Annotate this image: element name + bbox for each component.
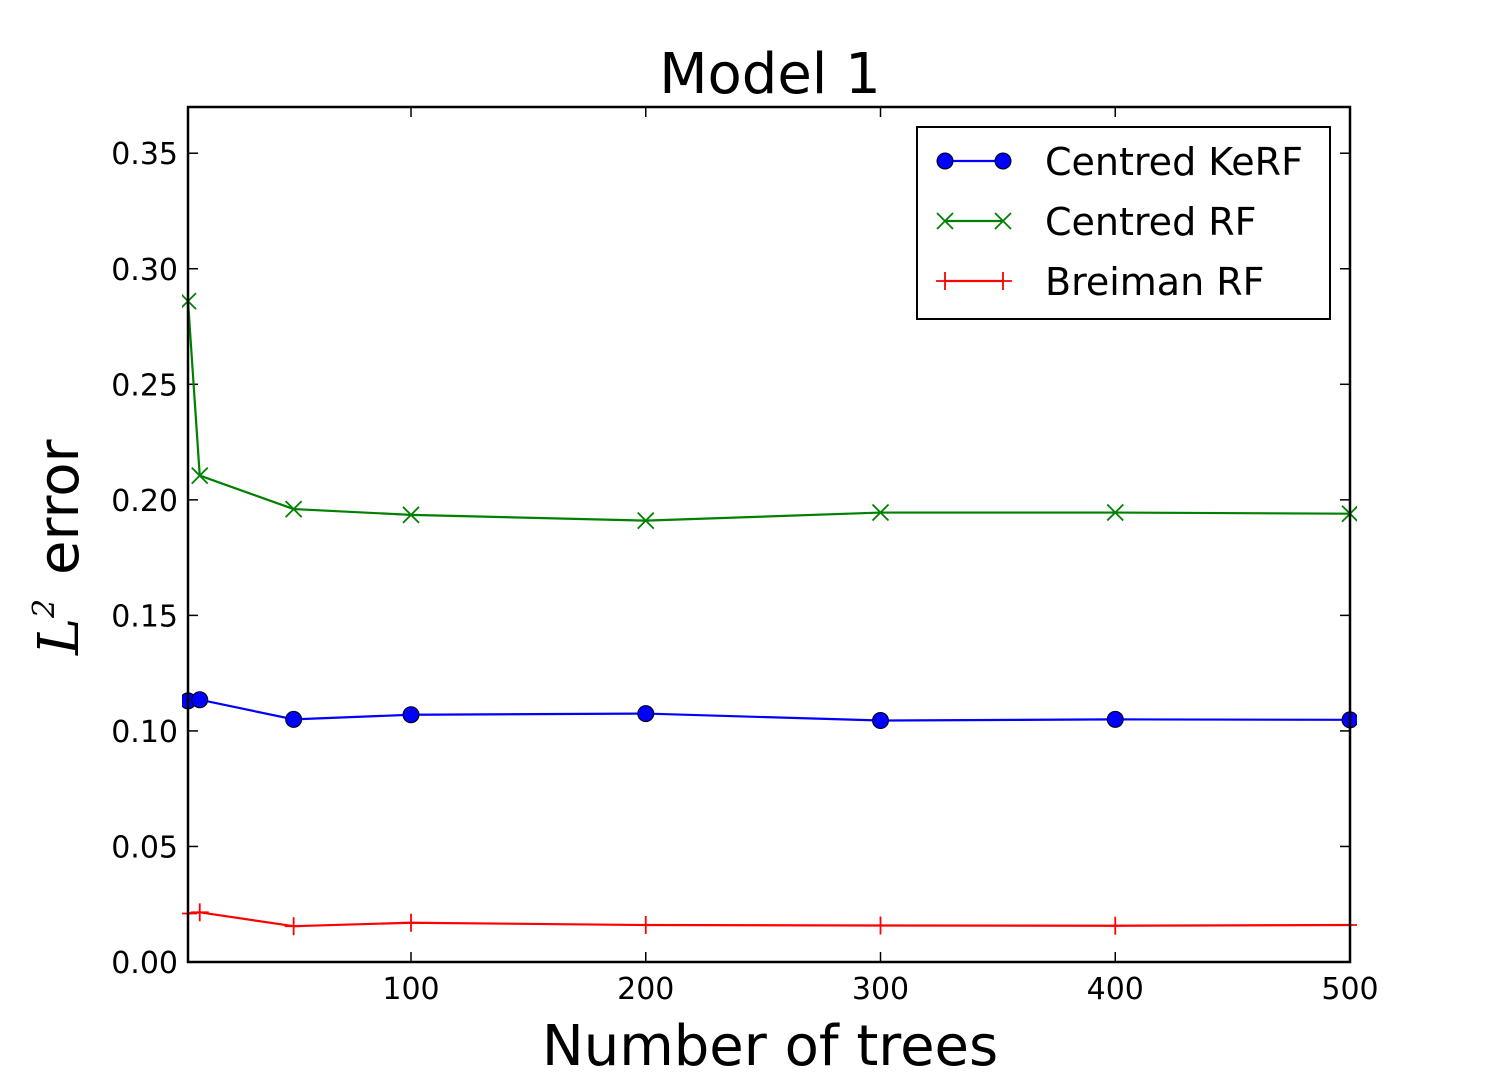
x-tick-label: 100	[382, 972, 439, 1007]
y-axis-label-text: error	[27, 438, 92, 575]
legend-label: Centred RF	[1045, 200, 1257, 244]
y-tick-label: 0.05	[111, 830, 178, 865]
y-tick-label: 0.25	[111, 368, 178, 403]
legend: Centred KeRF Centred RF Breiman RF	[916, 126, 1331, 320]
series-1	[182, 292, 1357, 530]
x-tick-label: 300	[852, 972, 909, 1007]
data-point	[190, 903, 209, 922]
data-point	[871, 503, 890, 522]
data-point-stroke	[284, 500, 303, 518]
series-group	[182, 292, 1357, 936]
data-point	[637, 511, 655, 530]
y-tick-label: 0.20	[111, 484, 178, 519]
legend-item: Centred RF	[936, 200, 1257, 244]
data-point	[284, 500, 303, 518]
legend-marker	[936, 272, 954, 290]
chart-title: Model 1	[659, 42, 881, 107]
y-axis-label: L 2 error	[27, 438, 92, 656]
legend-marker	[936, 152, 954, 170]
y-axis-label-superscript: 2	[27, 599, 62, 619]
y-tick-label: 0.10	[111, 715, 178, 750]
series-0	[182, 691, 1357, 730]
series-line	[186, 301, 1351, 522]
data-point	[636, 916, 655, 935]
data-point	[1106, 710, 1124, 728]
legend-item: Breiman RF	[936, 260, 1265, 304]
legend-marker	[994, 212, 1012, 230]
data-point	[191, 466, 209, 485]
series-2	[182, 903, 1357, 936]
x-axis-label: Number of trees	[542, 1014, 998, 1070]
legend-marker	[936, 212, 954, 230]
data-point	[871, 916, 890, 935]
legend-marker-stroke	[936, 212, 954, 230]
y-tick-label: 0.15	[111, 599, 178, 634]
data-point	[191, 691, 209, 709]
data-point-stroke	[637, 511, 655, 530]
data-point	[402, 706, 420, 724]
legend-marker	[994, 152, 1012, 170]
x-tick-label: 400	[1087, 972, 1144, 1007]
data-point	[402, 913, 421, 932]
plot-frame	[186, 105, 1352, 964]
axis-ticks: 0.00 0.05 0.10 0.15 0.20 0.25 0.30 0.35 100 200 30…	[111, 107, 1379, 1007]
y-tick-label: 0.30	[111, 253, 178, 288]
legend-box	[916, 126, 1331, 320]
y-axis-label-base: L	[27, 618, 92, 656]
y-tick-label: 0.00	[111, 946, 178, 981]
data-point	[285, 710, 303, 728]
data-point-stroke	[402, 506, 420, 524]
data-point	[872, 712, 890, 730]
series-line	[187, 698, 1351, 722]
y-tick-label: 0.35	[111, 137, 178, 172]
series-line	[187, 911, 1351, 928]
data-point	[284, 917, 303, 936]
legend-marker	[994, 272, 1012, 290]
x-tick-label: 500	[1321, 972, 1378, 1007]
data-point	[637, 705, 655, 723]
legend-label: Breiman RF	[1045, 260, 1265, 304]
x-tick-label: 200	[617, 972, 674, 1007]
legend-item: Centred KeRF	[936, 140, 1303, 184]
data-point	[1106, 916, 1125, 935]
legend-marker-stroke	[994, 212, 1012, 230]
data-point	[1106, 503, 1124, 522]
data-point	[402, 506, 420, 524]
data-point-stroke	[191, 466, 209, 485]
legend-label: Centred KeRF	[1045, 140, 1303, 184]
data-point-stroke	[1106, 503, 1124, 522]
data-point-stroke	[871, 503, 890, 522]
